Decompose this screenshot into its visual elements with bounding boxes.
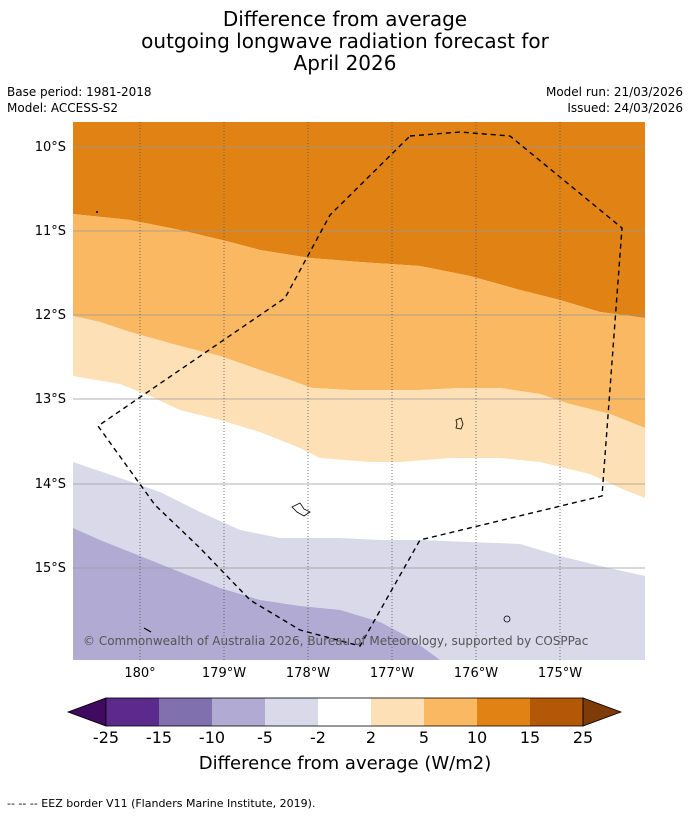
lat-label: 12°S	[35, 308, 66, 323]
meta-left: Base period: 1981-2018 Model: ACCESS-S2	[7, 84, 152, 116]
colorbar-segment	[212, 698, 265, 726]
lon-label: 178°W	[286, 666, 330, 681]
lat-label: 14°S	[35, 477, 66, 492]
lon-label: 179°W	[202, 666, 246, 681]
lon-label: 175°W	[538, 666, 582, 681]
colorbar-tick-label: -5	[257, 728, 273, 747]
lat-label: 13°S	[35, 392, 66, 407]
colorbar-tick-label: -15	[145, 728, 173, 747]
footer-legend-note: -- -- -- EEZ border V11 (Flanders Marine…	[7, 797, 316, 810]
lat-label: 15°S	[35, 561, 66, 576]
band-2-to-5	[73, 316, 645, 498]
band-neg5-to-neg10	[73, 528, 440, 660]
island-south-west	[143, 627, 152, 633]
band-10-to-15	[73, 122, 645, 318]
colorbar-extend-high	[582, 697, 623, 727]
eez-border	[97, 131, 623, 647]
lat-label: 11°S	[35, 224, 66, 239]
lon-label: 176°W	[454, 666, 498, 681]
colorbar-segment	[106, 698, 159, 726]
chart-title: Difference from average outgoing longwav…	[0, 8, 690, 74]
colorbar-border	[105, 697, 584, 727]
band-5-to-10	[73, 214, 645, 428]
latitude-labels: 10°S 11°S 12°S 13°S 14°S 15°S	[35, 140, 66, 576]
lat-label: 10°S	[35, 140, 66, 155]
colorbar-tick-label: 10	[466, 728, 488, 747]
colorbar-segment	[477, 698, 530, 726]
title-line-3: April 2026	[293, 51, 397, 75]
base-period: Base period: 1981-2018	[7, 85, 152, 99]
lon-label: 180°	[124, 666, 155, 681]
model-name: Model: ACCESS-S2	[7, 101, 119, 115]
model-run: Model run: 21/03/2026	[545, 85, 683, 99]
meta-right: Model run: 21/03/2026 Issued: 24/03/2026	[546, 84, 683, 116]
island-central	[291, 502, 311, 517]
colorbar-segment	[318, 698, 371, 726]
island-south-east	[503, 615, 511, 623]
colorbar-segment	[265, 698, 318, 726]
colorbar-title: Difference from average (W/m2)	[198, 753, 492, 774]
issued-date: Issued: 24/03/2026	[567, 101, 683, 115]
colorbar-tick-label: -10	[198, 728, 226, 747]
colorbar-tick-label: 25	[572, 728, 594, 747]
longitude-labels: 180° 179°W 178°W 177°W 176°W 175°W	[124, 666, 582, 681]
colorbar-tick-label: 5	[418, 728, 430, 747]
colorbar-segment	[530, 698, 583, 726]
colorbar	[66, 697, 623, 727]
island-east	[455, 417, 464, 430]
title-line-1: Difference from average	[222, 7, 468, 31]
copyright-text: © Commonwealth of Australia 2026, Bureau…	[83, 634, 588, 648]
latitude-gridlines	[73, 146, 645, 569]
colorbar-tick-label: -2	[310, 728, 326, 747]
colorbar-segment	[371, 698, 424, 726]
colorbar-extend-low	[66, 697, 107, 727]
map-area: © Commonwealth of Australia 2026, Bureau…	[73, 122, 645, 660]
colorbar-segment	[159, 698, 212, 726]
colorbar-tick-label: 2	[365, 728, 377, 747]
colorbar-tick-label: -25	[92, 728, 120, 747]
colorbar-segment	[424, 698, 477, 726]
island-north-west	[96, 211, 98, 213]
lon-label: 177°W	[370, 666, 414, 681]
colorbar-tick-label: 15	[519, 728, 541, 747]
title-line-2: outgoing longwave radiation forecast for	[141, 29, 549, 53]
